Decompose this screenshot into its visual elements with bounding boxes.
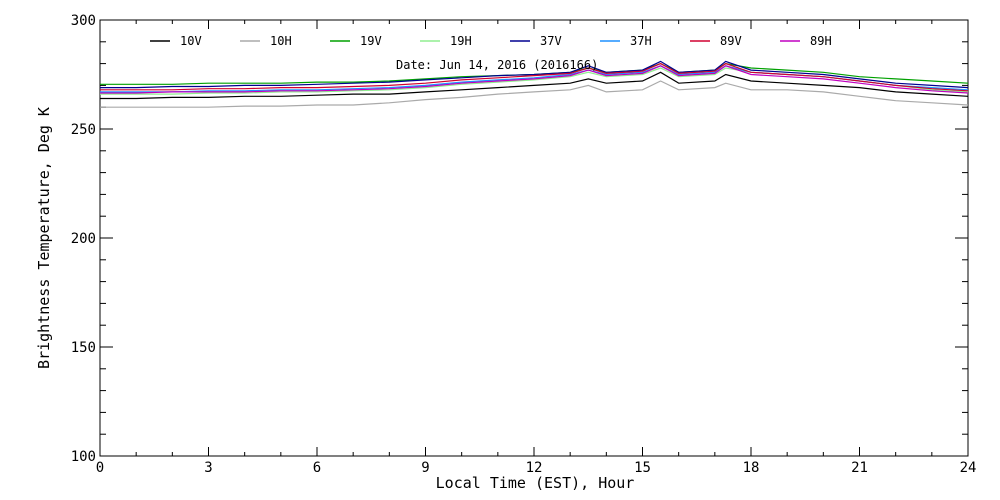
y-tick-label: 300 xyxy=(71,13,96,29)
y-tick-label: 100 xyxy=(71,449,96,465)
y-axis-title: Brightness Temperature, Deg K xyxy=(35,107,53,369)
series-line-10h xyxy=(100,80,969,108)
series-line-10v xyxy=(100,71,969,100)
axes: 0 3 6 9 12 15 18 21 24 100 150 200 250 300 xyxy=(71,13,977,476)
legend-label-19v: 19V xyxy=(360,34,382,48)
legend-label-37v: 37V xyxy=(540,34,562,48)
x-tick-label: 6 xyxy=(313,460,321,476)
legend-label-10h: 10H xyxy=(270,34,292,48)
x-tick-label: 15 xyxy=(634,460,651,476)
x-tick-label: 0 xyxy=(96,460,104,476)
series-line-89v xyxy=(100,62,969,92)
date-annotation: Date: Jun 14, 2016 (2016166) xyxy=(396,58,598,72)
series-line-37v xyxy=(100,60,969,89)
x-tick-label: 18 xyxy=(743,460,760,476)
legend-label-37h: 37H xyxy=(630,34,652,48)
series-line-89h xyxy=(100,65,969,94)
legend-label-89v: 89V xyxy=(720,34,742,48)
legend-label-10v: 10V xyxy=(180,34,202,48)
x-tick-label: 9 xyxy=(421,460,429,476)
x-tick-label: 3 xyxy=(204,460,212,476)
y-tick-label: 200 xyxy=(71,231,96,247)
series-lines xyxy=(100,60,969,108)
legend: 10V 10H 19V 19H 37V 37H 89V 89H xyxy=(150,34,832,48)
legend-label-19h: 19H xyxy=(450,34,472,48)
x-tick-label: 12 xyxy=(526,460,543,476)
legend-label-89h: 89H xyxy=(810,34,832,48)
y-tick-label: 150 xyxy=(71,340,96,356)
x-tick-label: 24 xyxy=(960,460,977,476)
y-tick-label: 250 xyxy=(71,122,96,138)
x-tick-label: 21 xyxy=(851,460,868,476)
x-axis-title: Local Time (EST), Hour xyxy=(436,474,635,492)
